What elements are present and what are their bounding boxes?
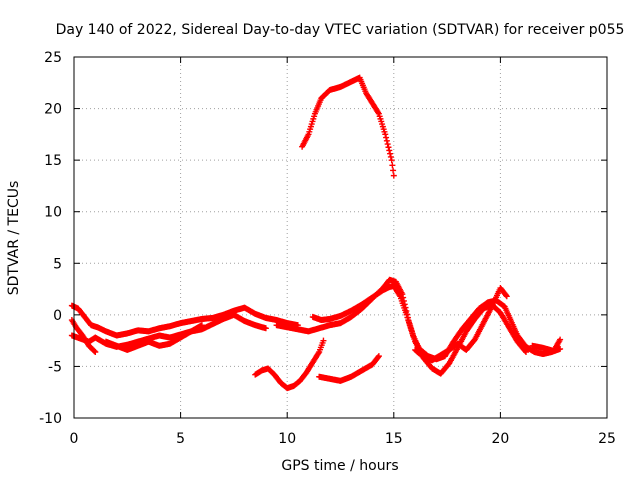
chart-title: Day 140 of 2022, Sidereal Day-to-day VTE…: [56, 22, 625, 38]
data-point: [385, 144, 392, 151]
data-point: [557, 345, 564, 352]
satellite-track-4: [68, 317, 99, 355]
data-point: [389, 162, 396, 169]
data-point: [383, 134, 390, 141]
y-tick-labels: -10 -5 0 5 10 15 20 25: [39, 50, 62, 427]
data-point: [375, 109, 382, 116]
data-point: [386, 147, 393, 154]
satellite-track-3: [68, 311, 269, 350]
data-points: [68, 74, 564, 392]
y-tick-label: 10: [44, 205, 62, 221]
satellite-track-10: [412, 285, 510, 364]
data-point: [502, 292, 509, 299]
x-tick-label: 10: [278, 431, 296, 447]
data-point: [92, 348, 99, 355]
data-point: [387, 150, 394, 157]
data-point: [399, 291, 406, 298]
data-point: [400, 294, 407, 301]
y-tick-label: -10: [39, 411, 62, 427]
data-point: [91, 348, 98, 355]
ticks: [73, 56, 608, 419]
data-point: [557, 336, 564, 343]
data-point: [522, 347, 529, 354]
data-point: [503, 293, 510, 300]
data-point: [383, 137, 390, 144]
data-point: [404, 314, 411, 321]
x-tick-label: 0: [70, 431, 79, 447]
satellite-track-7: [316, 353, 382, 384]
x-tick-labels: 0 5 10 15 20 25: [70, 431, 616, 447]
data-point: [262, 325, 269, 332]
data-point: [198, 322, 205, 329]
x-tick-label: 20: [491, 431, 509, 447]
x-axis-label: GPS time / hours: [281, 458, 398, 474]
y-tick-label: 25: [44, 50, 62, 66]
y-tick-label: 15: [44, 153, 62, 169]
data-point: [402, 304, 409, 311]
y-tick-label: 20: [44, 102, 62, 118]
data-point: [375, 353, 382, 360]
y-tick-label: 5: [53, 256, 62, 272]
satellite-track-6: [252, 337, 327, 392]
data-point: [315, 350, 322, 357]
data-point: [320, 337, 327, 344]
data-point: [522, 348, 529, 355]
y-tick-label: 0: [53, 308, 62, 324]
satellite-track-5: [102, 322, 205, 353]
data-point: [387, 153, 394, 160]
data-point: [401, 301, 408, 308]
x-tick-label: 25: [598, 431, 616, 447]
data-point: [375, 354, 382, 361]
data-point: [404, 311, 411, 318]
data-point: [400, 297, 407, 304]
x-tick-label: 5: [176, 431, 185, 447]
satellite-track-1: [299, 74, 397, 179]
data-point: [403, 307, 410, 314]
grid: [74, 57, 607, 418]
data-point: [384, 141, 391, 148]
data-point: [388, 157, 395, 164]
x-tick-label: 15: [385, 431, 403, 447]
y-axis-label: SDTVAR / TECUs: [6, 181, 22, 296]
satellite-track-11: [529, 336, 564, 354]
data-point: [390, 172, 397, 179]
y-tick-label: -5: [48, 359, 62, 375]
satellite-track-2: [68, 302, 301, 339]
data-point: [390, 167, 397, 174]
plot-frame: [73, 56, 608, 419]
data-point: [382, 131, 389, 138]
